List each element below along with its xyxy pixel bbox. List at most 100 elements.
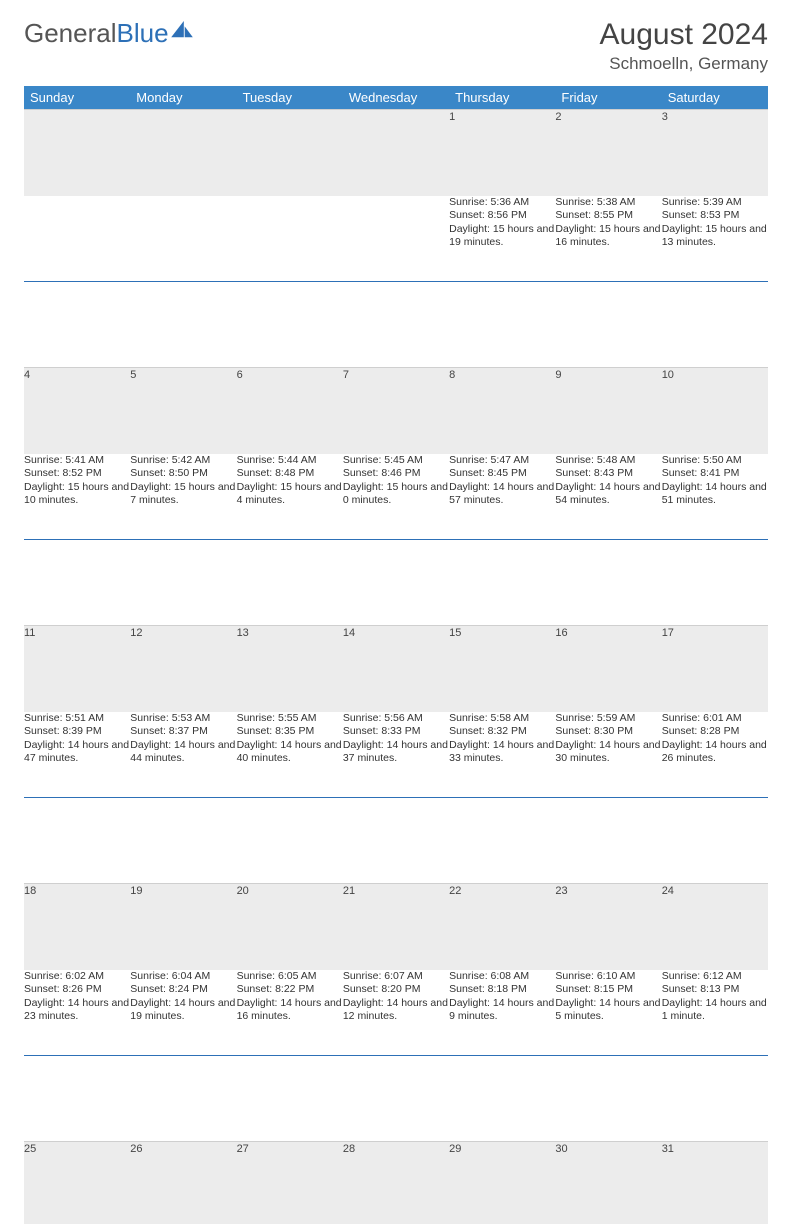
day-number: 16 bbox=[555, 627, 567, 639]
sunrise-text: Sunrise: 5:36 AM bbox=[449, 196, 555, 210]
day-number: 27 bbox=[237, 1143, 249, 1155]
day-number: 14 bbox=[343, 627, 355, 639]
day-number: 1 bbox=[449, 111, 455, 123]
daylight-text: Daylight: 14 hours and 30 minutes. bbox=[555, 739, 661, 766]
day-content-cell: Sunrise: 5:53 AMSunset: 8:37 PMDaylight:… bbox=[130, 712, 236, 798]
sunset-text: Sunset: 8:26 PM bbox=[24, 983, 130, 997]
day-number-row: 25262728293031 bbox=[24, 1142, 768, 1224]
weekday-header-row: Sunday Monday Tuesday Wednesday Thursday… bbox=[24, 86, 768, 110]
sunset-text: Sunset: 8:39 PM bbox=[24, 725, 130, 739]
day-number: 15 bbox=[449, 627, 461, 639]
sunrise-text: Sunrise: 5:45 AM bbox=[343, 454, 449, 468]
day-number-cell bbox=[237, 110, 343, 196]
day-content-cell: Sunrise: 6:12 AMSunset: 8:13 PMDaylight:… bbox=[662, 970, 768, 1056]
weekday-header: Thursday bbox=[449, 86, 555, 110]
day-number-row: 18192021222324 bbox=[24, 884, 768, 970]
sunrise-text: Sunrise: 6:01 AM bbox=[662, 712, 768, 726]
day-content-cell: Sunrise: 5:51 AMSunset: 8:39 PMDaylight:… bbox=[24, 712, 130, 798]
sunrise-text: Sunrise: 6:08 AM bbox=[449, 970, 555, 984]
day-number-cell: 16 bbox=[555, 626, 661, 712]
sunset-text: Sunset: 8:37 PM bbox=[130, 725, 236, 739]
sunrise-text: Sunrise: 5:56 AM bbox=[343, 712, 449, 726]
sunset-text: Sunset: 8:30 PM bbox=[555, 725, 661, 739]
day-number-cell: 11 bbox=[24, 626, 130, 712]
sunrise-text: Sunrise: 5:44 AM bbox=[237, 454, 343, 468]
day-content-row: Sunrise: 6:02 AMSunset: 8:26 PMDaylight:… bbox=[24, 970, 768, 1056]
sunrise-text: Sunrise: 6:07 AM bbox=[343, 970, 449, 984]
day-content-cell: Sunrise: 5:58 AMSunset: 8:32 PMDaylight:… bbox=[449, 712, 555, 798]
day-content-cell bbox=[343, 196, 449, 282]
day-number: 26 bbox=[130, 1143, 142, 1155]
day-content-row: Sunrise: 5:41 AMSunset: 8:52 PMDaylight:… bbox=[24, 454, 768, 540]
daylight-text: Daylight: 14 hours and 1 minute. bbox=[662, 997, 768, 1024]
daylight-text: Daylight: 14 hours and 19 minutes. bbox=[130, 997, 236, 1024]
header: GeneralBlue August 2024 Schmoelln, Germa… bbox=[24, 18, 768, 74]
day-number-cell: 20 bbox=[237, 884, 343, 970]
sunrise-text: Sunrise: 6:02 AM bbox=[24, 970, 130, 984]
daylight-text: Daylight: 14 hours and 44 minutes. bbox=[130, 739, 236, 766]
day-number-cell: 3 bbox=[662, 110, 768, 196]
day-number-cell: 7 bbox=[343, 368, 449, 454]
daylight-text: Daylight: 14 hours and 57 minutes. bbox=[449, 481, 555, 508]
day-number-cell: 9 bbox=[555, 368, 661, 454]
day-number-row: 1 2 3 bbox=[24, 110, 768, 196]
day-number-cell: 26 bbox=[130, 1142, 236, 1224]
sunrise-text: Sunrise: 5:50 AM bbox=[662, 454, 768, 468]
week-separator bbox=[24, 540, 768, 626]
sunrise-text: Sunrise: 6:05 AM bbox=[237, 970, 343, 984]
day-number-cell bbox=[24, 110, 130, 196]
day-content-cell: Sunrise: 6:10 AMSunset: 8:15 PMDaylight:… bbox=[555, 970, 661, 1056]
day-content-cell bbox=[130, 196, 236, 282]
day-number-cell: 27 bbox=[237, 1142, 343, 1224]
day-number-cell: 12 bbox=[130, 626, 236, 712]
daylight-text: Daylight: 15 hours and 0 minutes. bbox=[343, 481, 449, 508]
day-number: 4 bbox=[24, 369, 30, 381]
day-content-cell: Sunrise: 5:59 AMSunset: 8:30 PMDaylight:… bbox=[555, 712, 661, 798]
day-content-cell: Sunrise: 5:48 AMSunset: 8:43 PMDaylight:… bbox=[555, 454, 661, 540]
day-content-cell: Sunrise: 6:04 AMSunset: 8:24 PMDaylight:… bbox=[130, 970, 236, 1056]
day-number: 19 bbox=[130, 885, 142, 897]
daylight-text: Daylight: 14 hours and 40 minutes. bbox=[237, 739, 343, 766]
day-number-cell: 13 bbox=[237, 626, 343, 712]
sunset-text: Sunset: 8:45 PM bbox=[449, 467, 555, 481]
week-separator bbox=[24, 282, 768, 368]
day-number: 13 bbox=[237, 627, 249, 639]
sunrise-text: Sunrise: 6:10 AM bbox=[555, 970, 661, 984]
daylight-text: Daylight: 14 hours and 26 minutes. bbox=[662, 739, 768, 766]
weekday-header: Saturday bbox=[662, 86, 768, 110]
day-number-cell: 17 bbox=[662, 626, 768, 712]
sunrise-text: Sunrise: 5:55 AM bbox=[237, 712, 343, 726]
day-number: 18 bbox=[24, 885, 36, 897]
sunset-text: Sunset: 8:56 PM bbox=[449, 209, 555, 223]
day-number-cell: 8 bbox=[449, 368, 555, 454]
day-number-cell: 19 bbox=[130, 884, 236, 970]
daylight-text: Daylight: 14 hours and 16 minutes. bbox=[237, 997, 343, 1024]
daylight-text: Daylight: 14 hours and 12 minutes. bbox=[343, 997, 449, 1024]
day-number: 29 bbox=[449, 1143, 461, 1155]
day-number: 20 bbox=[237, 885, 249, 897]
day-content-cell: Sunrise: 5:42 AMSunset: 8:50 PMDaylight:… bbox=[130, 454, 236, 540]
daylight-text: Daylight: 14 hours and 47 minutes. bbox=[24, 739, 130, 766]
day-content-cell bbox=[237, 196, 343, 282]
day-number-cell: 18 bbox=[24, 884, 130, 970]
day-number-cell: 30 bbox=[555, 1142, 661, 1224]
daylight-text: Daylight: 15 hours and 19 minutes. bbox=[449, 223, 555, 250]
daylight-text: Daylight: 14 hours and 54 minutes. bbox=[555, 481, 661, 508]
sunset-text: Sunset: 8:13 PM bbox=[662, 983, 768, 997]
day-content-cell: Sunrise: 5:36 AMSunset: 8:56 PMDaylight:… bbox=[449, 196, 555, 282]
sunset-text: Sunset: 8:41 PM bbox=[662, 467, 768, 481]
day-number: 31 bbox=[662, 1143, 674, 1155]
day-content-cell: Sunrise: 5:56 AMSunset: 8:33 PMDaylight:… bbox=[343, 712, 449, 798]
day-number: 2 bbox=[555, 111, 561, 123]
day-content-cell: Sunrise: 5:39 AMSunset: 8:53 PMDaylight:… bbox=[662, 196, 768, 282]
sunset-text: Sunset: 8:20 PM bbox=[343, 983, 449, 997]
day-number-cell: 22 bbox=[449, 884, 555, 970]
day-number-cell: 21 bbox=[343, 884, 449, 970]
logo: GeneralBlue bbox=[24, 18, 193, 49]
day-number: 25 bbox=[24, 1143, 36, 1155]
sunset-text: Sunset: 8:55 PM bbox=[555, 209, 661, 223]
sunrise-text: Sunrise: 5:47 AM bbox=[449, 454, 555, 468]
logo-word1: General bbox=[24, 18, 117, 48]
sunrise-text: Sunrise: 5:59 AM bbox=[555, 712, 661, 726]
sunset-text: Sunset: 8:32 PM bbox=[449, 725, 555, 739]
